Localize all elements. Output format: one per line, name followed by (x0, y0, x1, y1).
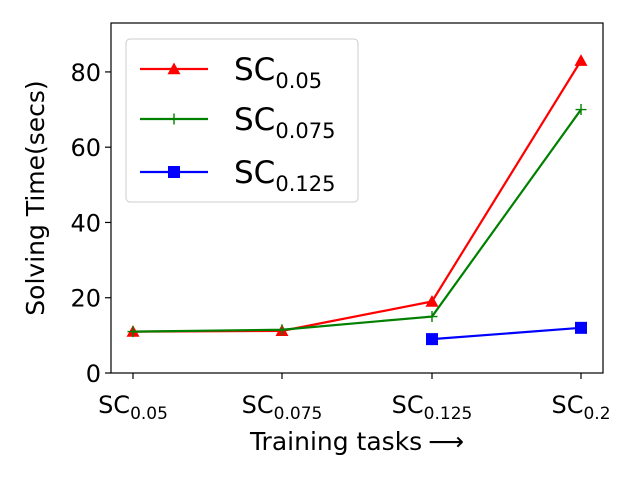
data-point-sc005-3 (574, 54, 588, 66)
legend-box (125, 38, 359, 203)
data-point-sc005-2 (425, 294, 439, 307)
x-tick-label: SC0.2 (551, 391, 610, 424)
series-line-sc0125 (431, 326, 582, 341)
legend-marker-sc005 (167, 62, 181, 75)
plot-area (126, 54, 588, 346)
legend: SC0.05 SC0.075 SC0.125 (125, 38, 359, 203)
y-tick-label: 80 (70, 59, 101, 87)
data-point-sc0075-3 (575, 104, 587, 116)
x-tick-label: SC0.075 (242, 391, 323, 424)
data-point-sc0075-1 (276, 324, 288, 336)
data-point-sc0125-3 (575, 321, 587, 334)
plot-frame (110, 22, 604, 374)
y-tick-label: 40 (70, 209, 101, 237)
axes: 0 20 40 60 80 SC0.05 SC0.075 SC0.125 SC0.2 Traini… (21, 22, 611, 456)
legend-label-sc0075: SC0.075 (234, 102, 335, 143)
data-point-sc0125-2 (426, 333, 438, 346)
legend-label-sc0125: SC0.125 (234, 155, 335, 196)
x-tick-label: SC0.125 (392, 391, 473, 424)
x-tick-label: SC0.05 (98, 391, 168, 424)
data-point-sc0075-0 (127, 326, 139, 338)
y-axis-label: Solving Time(secs) (21, 80, 50, 315)
y-tick-label: 20 (70, 285, 101, 313)
legend-marker-sc0075 (168, 113, 180, 125)
legend-label-sc005: SC0.05 (234, 52, 322, 93)
y-tick-label: 60 (70, 134, 101, 162)
x-axis-label: Training tasks ⟶ (249, 427, 464, 456)
y-tick-label: 0 (86, 360, 101, 388)
legend-marker-sc0125 (168, 166, 180, 178)
data-point-sc0075-2 (426, 311, 438, 323)
series-line-sc0075 (132, 108, 582, 333)
